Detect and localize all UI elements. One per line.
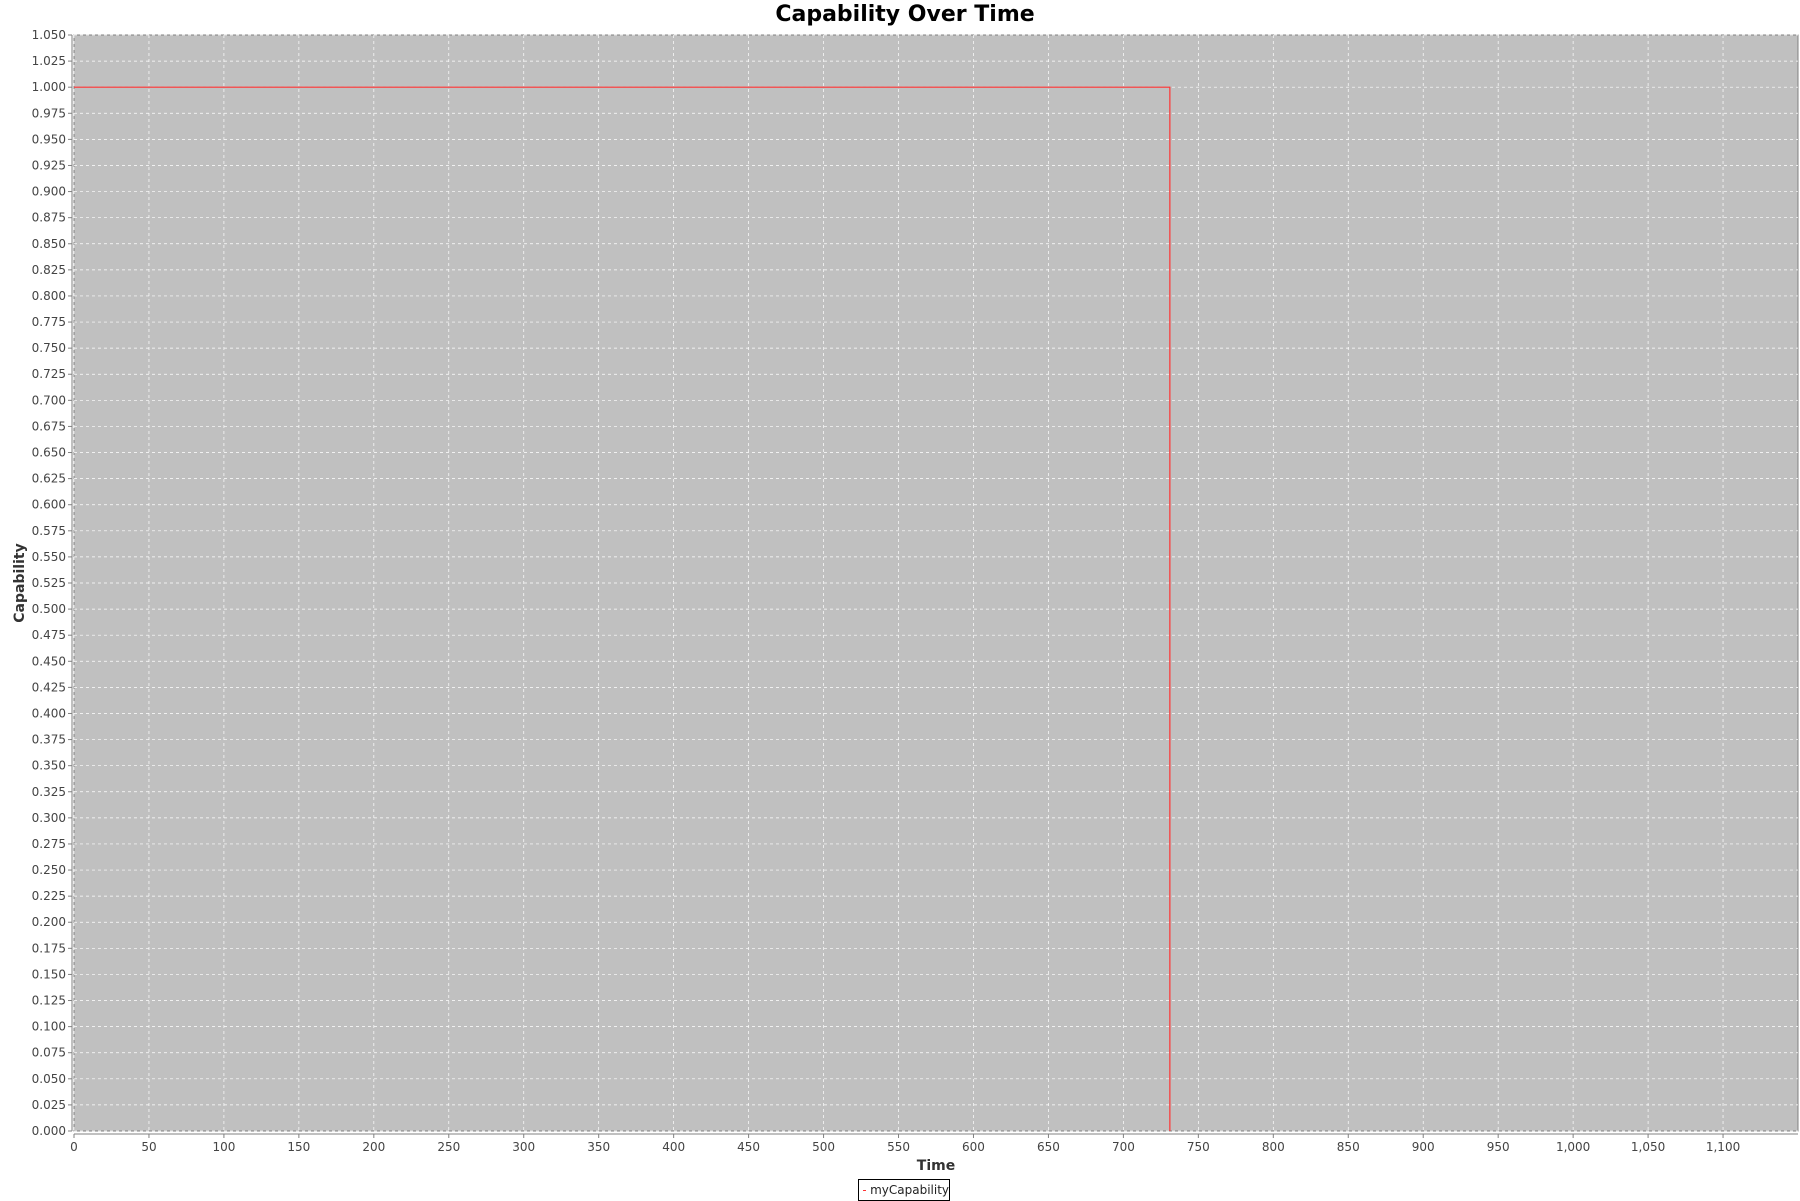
y-tick-label: 0.400 [32, 706, 66, 720]
y-tick-label: 0.425 [32, 680, 66, 694]
x-tick-label: 950 [1487, 1140, 1510, 1154]
y-tick-label: 0.475 [32, 628, 66, 642]
x-tick-label: 1,000 [1556, 1140, 1590, 1154]
y-tick-label: 0.525 [32, 576, 66, 590]
x-tick-label: 300 [512, 1140, 535, 1154]
y-tick-label: 1.000 [32, 80, 66, 94]
y-tick-label: 0.000 [32, 1124, 66, 1138]
x-tick-label: 250 [437, 1140, 460, 1154]
x-tick-label: 600 [962, 1140, 985, 1154]
y-tick-label: 1.025 [32, 54, 66, 68]
y-tick-label: 0.375 [32, 733, 66, 747]
y-tick-label: 0.625 [32, 472, 66, 486]
y-tick-label: 0.275 [32, 837, 66, 851]
series-line-myCapability [74, 86, 1171, 1131]
y-tick-label: 0.350 [32, 759, 66, 773]
y-tick-label: 0.925 [32, 158, 66, 172]
y-tick-label: 0.775 [32, 315, 66, 329]
y-tick-label: 0.650 [32, 446, 66, 460]
y-tick-label: 0.700 [32, 393, 66, 407]
chart-title: Capability Over Time [775, 2, 1034, 27]
y-tick-label: 0.900 [32, 185, 66, 199]
x-tick-label: 700 [1112, 1140, 1135, 1154]
x-tick-label: 1,100 [1706, 1140, 1740, 1154]
x-tick-label: 150 [287, 1140, 310, 1154]
x-tick-label: 50 [141, 1140, 156, 1154]
y-tick-label: 0.950 [32, 132, 66, 146]
x-tick-label: 900 [1412, 1140, 1435, 1154]
x-tick-label: 0 [70, 1140, 78, 1154]
y-tick-label: 0.075 [32, 1046, 66, 1060]
x-tick-label: 500 [812, 1140, 835, 1154]
y-tick-label: 0.600 [32, 498, 66, 512]
x-tick-label: 450 [737, 1140, 760, 1154]
y-tick-label: 0.025 [32, 1098, 66, 1112]
x-tick-label: 350 [587, 1140, 610, 1154]
y-tick-label: 0.300 [32, 811, 66, 825]
y-tick-label: 0.725 [32, 367, 66, 381]
legend: myCapability [858, 1179, 950, 1201]
y-tick-label: 0.500 [32, 602, 66, 616]
x-tick-label: 550 [887, 1140, 910, 1154]
y-tick-label: 0.550 [32, 550, 66, 564]
y-tick-label: 0.850 [32, 237, 66, 251]
y-tick-label: 0.975 [32, 106, 66, 120]
y-tick-label: 0.750 [32, 341, 66, 355]
x-tick-label: 400 [662, 1140, 685, 1154]
x-tick-label: 650 [1037, 1140, 1060, 1154]
x-tick-label: 800 [1262, 1140, 1285, 1154]
y-tick-label: 0.150 [32, 967, 66, 981]
x-tick-label: 200 [362, 1140, 385, 1154]
y-tick-label: 0.200 [32, 915, 66, 929]
y-tick-label: 0.325 [32, 785, 66, 799]
x-axis-label: Time [917, 1158, 955, 1174]
y-tick-label: 0.675 [32, 419, 66, 433]
y-tick-label: 0.225 [32, 889, 66, 903]
y-tick-label: 0.875 [32, 211, 66, 225]
y-tick-label: 0.125 [32, 994, 66, 1008]
grid-lines [73, 34, 1798, 1132]
y-axis-label: Capability [12, 543, 28, 622]
y-tick-label: 0.450 [32, 654, 66, 668]
x-tick-label: 850 [1337, 1140, 1360, 1154]
x-tick-label: 1,050 [1631, 1140, 1665, 1154]
y-tick-label: 0.175 [32, 941, 66, 955]
y-tick-label: 1.050 [32, 28, 66, 42]
y-tick-label: 0.825 [32, 263, 66, 277]
x-tick-label: 100 [212, 1140, 235, 1154]
x-axis-ticks: 0 50 100 150 200 250 300 350 400 450 500 550 600 650 7… [70, 1134, 1740, 1154]
y-tick-label: 0.100 [32, 1020, 66, 1034]
x-tick-label: 750 [1187, 1140, 1210, 1154]
y-tick-label: 0.575 [32, 524, 66, 538]
legend-label: myCapability [870, 1183, 949, 1197]
y-tick-label: 0.800 [32, 289, 66, 303]
y-tick-label: 0.250 [32, 863, 66, 877]
y-tick-label: 0.050 [32, 1072, 66, 1086]
series-lines [74, 86, 1171, 1131]
legend-swatch [863, 1189, 867, 1191]
y-axis-ticks: 0.000 0.025 0.050 0.075 0.100 0.125 0.150 0.175… [32, 28, 72, 1138]
